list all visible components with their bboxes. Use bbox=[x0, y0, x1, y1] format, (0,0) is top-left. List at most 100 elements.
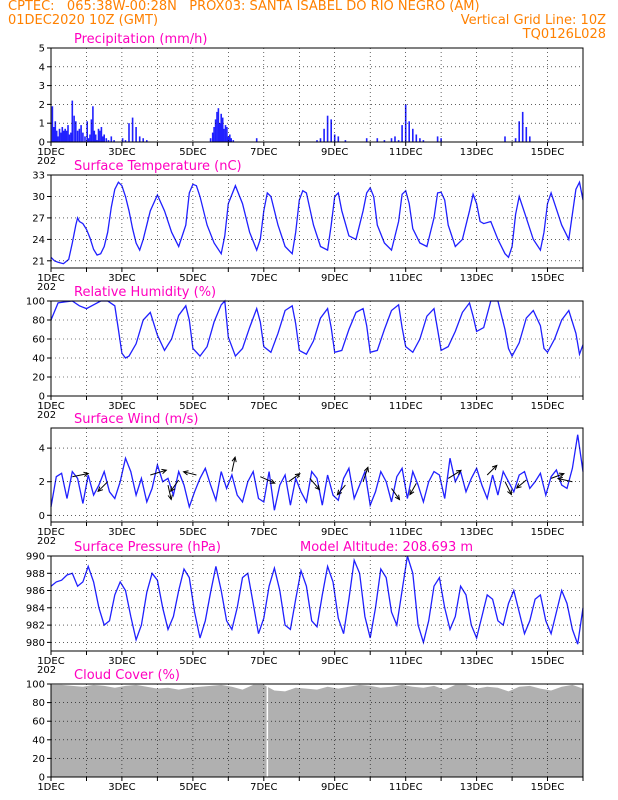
x-date-label: 9DEC bbox=[321, 273, 348, 284]
x-date-label: 1DEC bbox=[37, 147, 64, 158]
precip-bar bbox=[408, 121, 410, 142]
precip-bar bbox=[96, 140, 98, 142]
x-date-label: 15DEC bbox=[531, 656, 565, 667]
x-date-label: 7DEC bbox=[250, 656, 277, 667]
precip-bar bbox=[316, 140, 318, 142]
precip-bar bbox=[390, 138, 393, 142]
precip-bar bbox=[146, 140, 148, 142]
precip-bar bbox=[131, 117, 134, 142]
panel-subtitle: Model Altitude: 208.693 m bbox=[300, 540, 473, 555]
precip-bar bbox=[65, 130, 68, 142]
wind-arrowhead bbox=[456, 469, 462, 475]
y-tick-label: 0 bbox=[39, 138, 45, 149]
precip-bar bbox=[53, 127, 55, 142]
x-date-label: 3DEC bbox=[108, 656, 135, 667]
x-date-label: 1DEC bbox=[37, 401, 64, 412]
panel-precip: 0 1 2 3 4 5 1DEC 3DEC 5DEC 7DEC 9DEC 11DEC 13DEC 15DE… bbox=[37, 32, 584, 167]
precip-bar bbox=[323, 128, 325, 142]
x-date-label: 3DEC bbox=[108, 782, 135, 793]
precip-bar bbox=[529, 136, 531, 142]
precip-bar bbox=[71, 100, 74, 142]
precip-bar bbox=[89, 134, 91, 142]
x-date-label: 13DEC bbox=[460, 782, 494, 793]
y-tick-label: 0 bbox=[39, 511, 45, 522]
precip-bar bbox=[138, 136, 141, 142]
header-model-id: TQ0126L028 bbox=[522, 27, 606, 42]
x-date-label: 5DEC bbox=[179, 147, 206, 158]
wind-vector-arrow bbox=[170, 479, 180, 492]
precip-bar bbox=[337, 136, 340, 142]
precip-bar bbox=[128, 123, 130, 142]
x-date-label: 7DEC bbox=[250, 782, 277, 793]
x-date-label: 15DEC bbox=[531, 147, 565, 158]
y-tick-label: 982 bbox=[26, 621, 45, 632]
precip-bar bbox=[110, 136, 113, 142]
precip-bar bbox=[142, 138, 144, 142]
precip-bar bbox=[404, 104, 407, 142]
header-station-line: CPTEC: 065:38W-00:28N PROX03: SANTA ISAB… bbox=[8, 0, 480, 14]
y-tick-label: 20 bbox=[32, 754, 45, 765]
wind-vector-arrow bbox=[231, 457, 236, 472]
precip-bar bbox=[226, 127, 228, 142]
precip-bar bbox=[82, 132, 84, 142]
x-date-label: 15DEC bbox=[531, 273, 565, 284]
x-date-label: 1DEC bbox=[37, 273, 64, 284]
precip-bar bbox=[92, 106, 94, 142]
panel-frame bbox=[50, 47, 584, 143]
panel-title: Surface Pressure (hPa) bbox=[74, 540, 221, 555]
y-tick-label: 40 bbox=[32, 735, 45, 746]
wind-arrowhead bbox=[336, 489, 343, 496]
precip-bar bbox=[224, 125, 227, 142]
precip-bar bbox=[397, 140, 400, 142]
panel-rh: 0 20 40 60 80 100 1DEC 3DEC 5DEC 7DEC 9DEC 11DEC 13D… bbox=[26, 285, 584, 421]
precip-bar bbox=[51, 106, 54, 142]
wind-vector-arrow bbox=[72, 473, 89, 478]
wind-arrowhead bbox=[507, 489, 512, 496]
precip-bar bbox=[113, 140, 115, 142]
wind-arrowhead bbox=[409, 489, 415, 496]
y-tick-label: 30 bbox=[32, 192, 45, 203]
panel-title: Relative Humidity (%) bbox=[74, 285, 216, 300]
y-tick-label: 3 bbox=[39, 81, 45, 92]
precip-bar bbox=[90, 119, 93, 142]
panel-title: Surface Temperature (nC) bbox=[74, 159, 242, 174]
precip-bar bbox=[219, 123, 221, 142]
precip-bar bbox=[383, 140, 386, 142]
y-tick-label: 980 bbox=[26, 638, 45, 649]
precip-bar bbox=[376, 138, 379, 142]
wind-arrowhead bbox=[558, 472, 565, 478]
precip-bar bbox=[100, 127, 103, 142]
precip-bar bbox=[394, 136, 396, 142]
precip-bar bbox=[102, 136, 104, 142]
precip-bar bbox=[84, 136, 86, 142]
precip-bar bbox=[319, 138, 322, 142]
x-date-label: 7DEC bbox=[250, 273, 277, 284]
x-date-label: 3DEC bbox=[108, 401, 135, 412]
precip-bar bbox=[232, 140, 235, 142]
precip-bar bbox=[223, 128, 225, 142]
panel-title: Precipitation (mm/h) bbox=[74, 32, 207, 47]
precip-bar bbox=[401, 125, 403, 142]
wind-vector-arrow bbox=[288, 473, 301, 483]
panel-temp: 21 24 27 30 33 1DEC 3DEC 5DEC 7DEC 9DEC 11DEC 13DEC… bbox=[32, 159, 584, 293]
x-year-label-partial: 202 bbox=[37, 156, 56, 167]
wind-arrowhead bbox=[394, 494, 401, 501]
panel-frame bbox=[50, 683, 584, 778]
precip-bar bbox=[67, 125, 69, 142]
x-date-label: 11DEC bbox=[389, 782, 423, 793]
wind-vector-arrow bbox=[486, 465, 498, 476]
wind-arrowhead bbox=[294, 473, 301, 479]
x-date-label: 15DEC bbox=[531, 401, 565, 412]
y-tick-label: 4 bbox=[39, 62, 45, 73]
wind-vector-arrow bbox=[409, 483, 417, 495]
x-year-label-partial: 202 bbox=[37, 410, 56, 421]
precip-bar bbox=[365, 138, 368, 142]
precip-bar bbox=[73, 115, 75, 142]
y-tick-label: 80 bbox=[32, 698, 45, 709]
x-date-label: 11DEC bbox=[389, 273, 423, 284]
precip-bar bbox=[54, 121, 57, 142]
precip-bar bbox=[70, 132, 72, 142]
precip-bar bbox=[514, 138, 517, 142]
wind-arrowhead bbox=[167, 494, 173, 501]
wind-vector-arrow bbox=[557, 478, 573, 483]
